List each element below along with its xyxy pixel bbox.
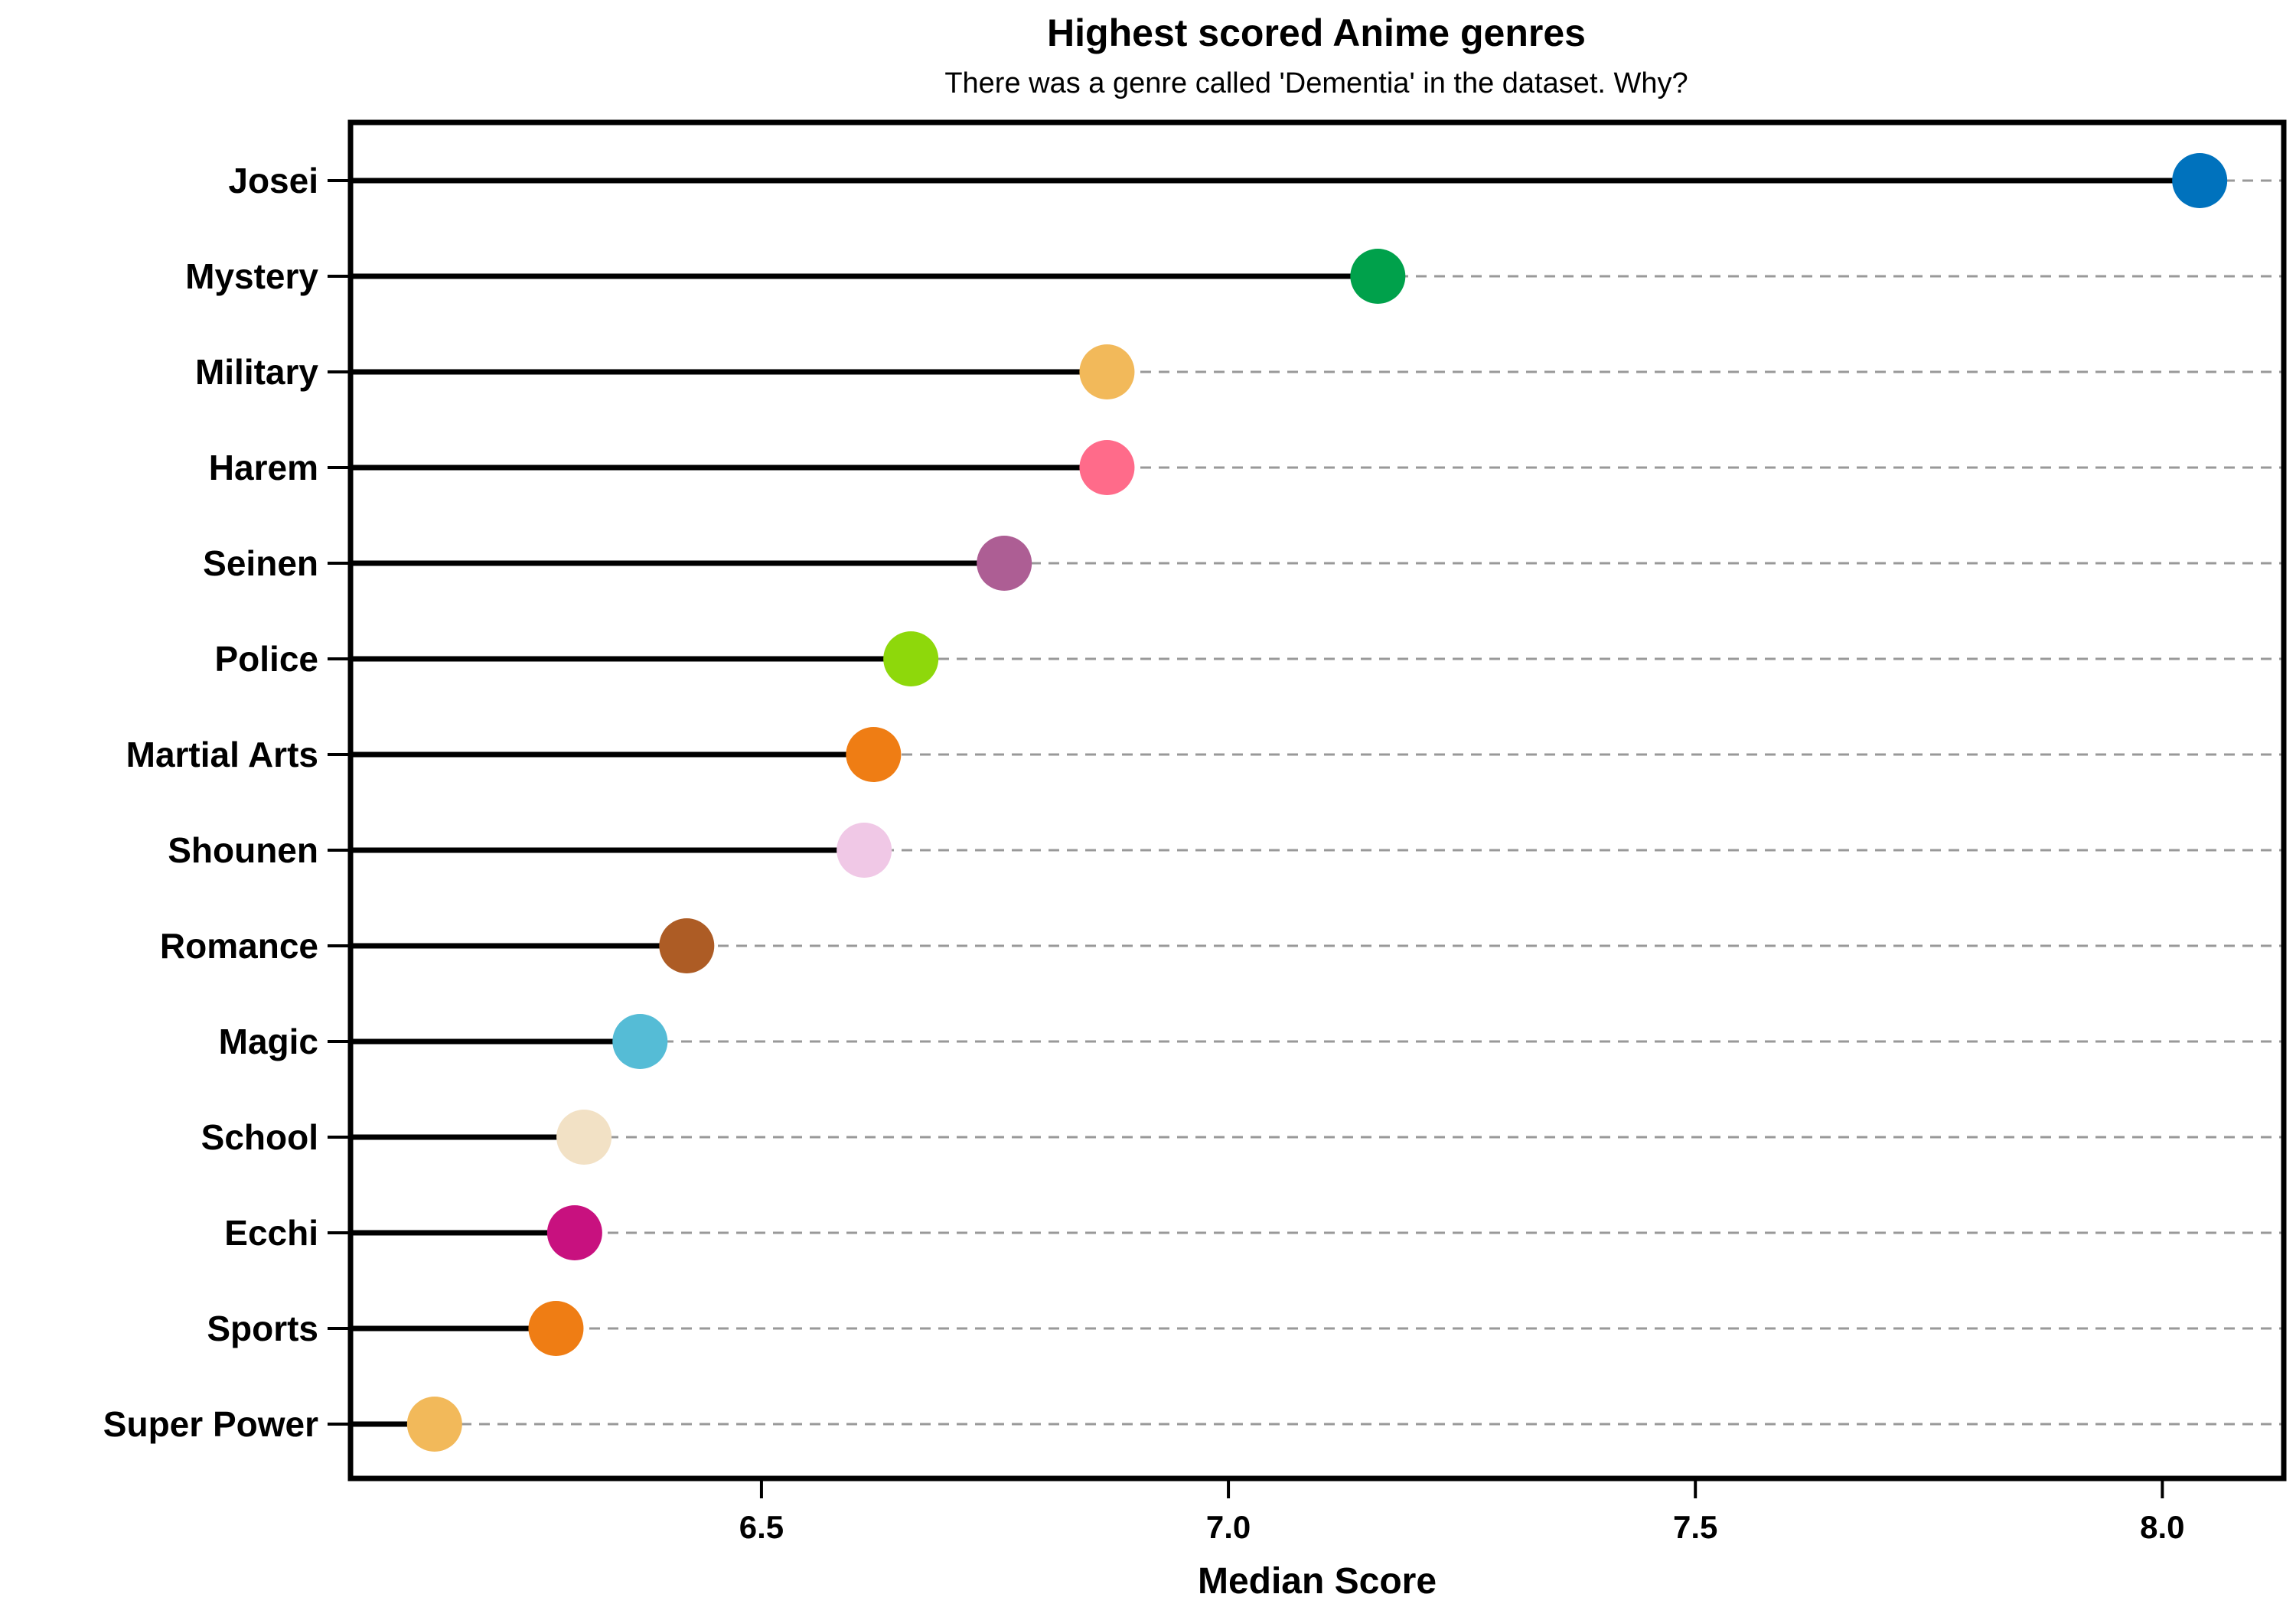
lollipop-dot <box>846 727 902 782</box>
x-tick-label: 6.5 <box>739 1509 784 1545</box>
x-tick-label: 7.0 <box>1206 1509 1251 1545</box>
category-label: Magic <box>219 1022 318 1061</box>
lollipop-dot <box>1079 440 1135 495</box>
category-label: Josei <box>228 161 318 200</box>
x-tick-label: 8.0 <box>2140 1509 2184 1545</box>
guides-layer <box>351 179 2284 1426</box>
category-label: Martial Arts <box>126 735 318 774</box>
x-tick-label: 7.5 <box>1673 1509 1717 1545</box>
category-label: Sports <box>207 1309 318 1348</box>
category-label: Military <box>195 352 318 392</box>
category-labels: Josei Mystery Military Harem Seinen Police Mar… <box>103 161 319 1444</box>
category-label: Harem <box>209 448 318 487</box>
lollipop-dot <box>883 631 939 686</box>
category-label: Seinen <box>203 543 318 583</box>
dots-layer <box>406 153 2228 1452</box>
x-axis-ticks: 6.5 7.0 7.5 8.0 <box>328 179 2185 1545</box>
stems-layer <box>351 178 2200 1427</box>
category-label: Ecchi <box>224 1213 318 1253</box>
lollipop-dot <box>612 1014 668 1069</box>
lollipop-dot <box>406 1397 462 1452</box>
lollipop-dot <box>546 1205 602 1260</box>
lollipop-dot <box>528 1301 584 1356</box>
lollipop-dot <box>1079 344 1135 399</box>
category-label: Super Power <box>103 1404 318 1444</box>
lollipop-dot <box>2172 153 2228 208</box>
lollipop-dot <box>659 918 715 973</box>
chart-title: Highest scored Anime genres <box>1047 11 1586 54</box>
category-label: Romance <box>160 926 318 966</box>
category-label: Mystery <box>185 256 318 296</box>
x-axis-title: Median Score <box>1198 1561 1437 1602</box>
chart-subtitle: There was a genre called 'Dementia' in t… <box>944 67 1688 99</box>
plot-frame <box>347 119 2287 1482</box>
lollipop-dot <box>1350 249 1406 304</box>
lollipop-dot <box>556 1110 612 1165</box>
lollipop-dot <box>977 536 1032 591</box>
lollipop-dot <box>837 823 892 878</box>
category-label: Shounen <box>168 830 318 870</box>
category-label: Police <box>214 639 318 679</box>
category-label: School <box>201 1117 318 1157</box>
